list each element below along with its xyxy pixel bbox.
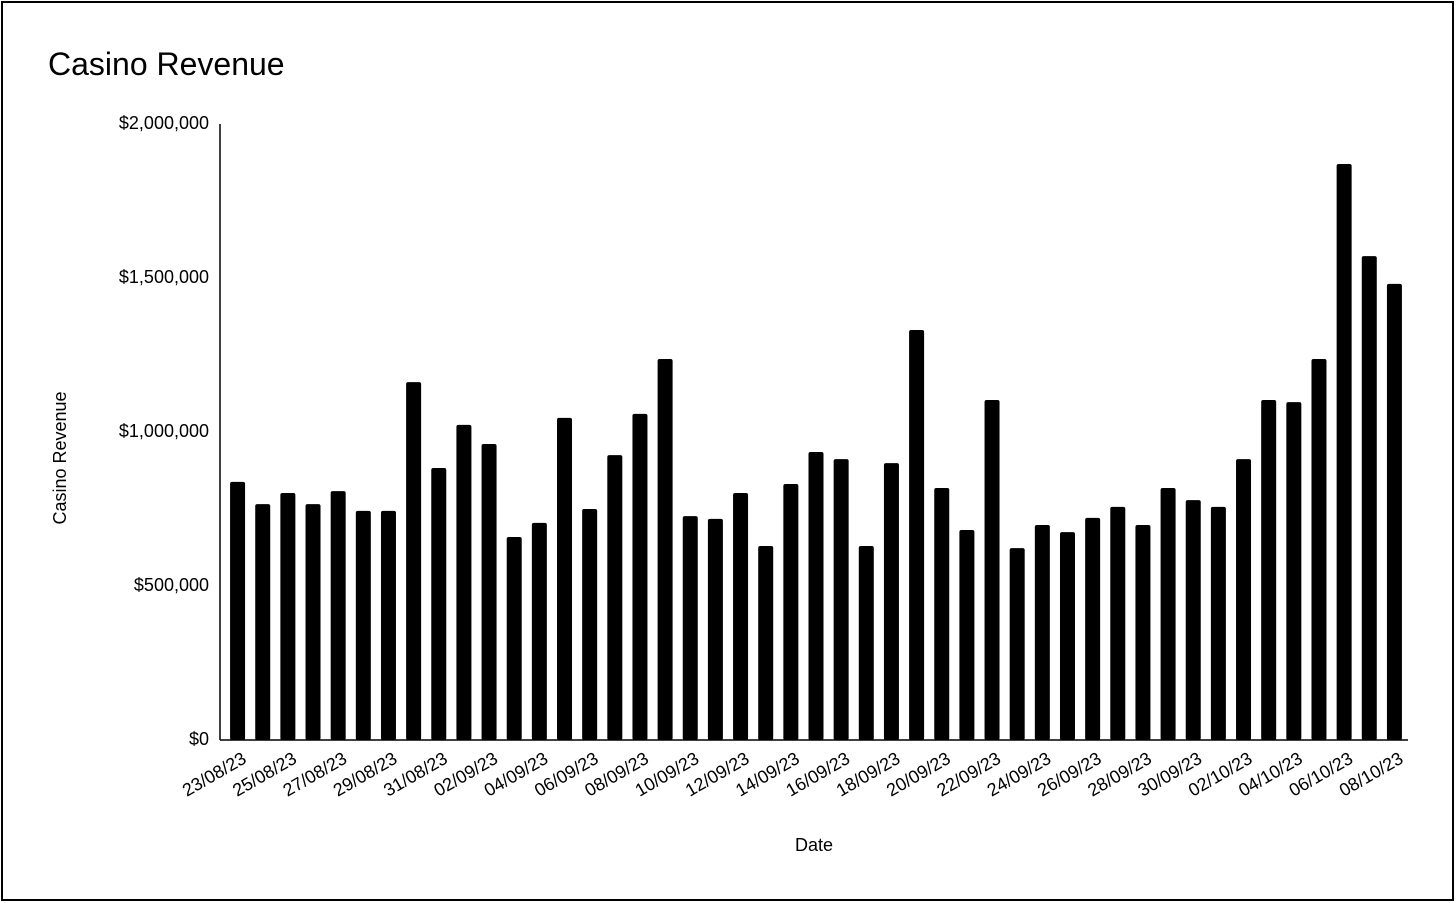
bar <box>1311 359 1327 740</box>
bar <box>1085 517 1101 740</box>
x-axis-label: Date <box>795 835 833 855</box>
y-tick-label: $1,000,000 <box>119 421 209 441</box>
bar <box>1034 525 1050 740</box>
bar <box>783 484 799 740</box>
bar <box>255 504 271 740</box>
bar <box>330 491 346 740</box>
bar <box>984 399 1000 740</box>
y-axis-label: Casino Revenue <box>50 391 70 524</box>
bar <box>733 492 749 740</box>
bar <box>582 509 598 740</box>
bar <box>1261 399 1277 740</box>
bar <box>1009 548 1025 740</box>
bar <box>934 488 950 740</box>
chart-title: Casino Revenue <box>48 46 285 82</box>
bar <box>707 518 723 740</box>
bar <box>380 510 396 740</box>
bar <box>1386 283 1402 740</box>
bar <box>481 444 497 740</box>
bar <box>305 504 321 740</box>
bar <box>557 417 573 740</box>
bar <box>1361 256 1377 740</box>
bar <box>1110 506 1126 740</box>
bar <box>607 455 623 740</box>
bar <box>456 424 472 740</box>
bar <box>355 510 371 740</box>
bar <box>1160 488 1176 740</box>
bar <box>506 537 522 740</box>
bar <box>1236 459 1252 740</box>
y-tick-label: $500,000 <box>134 575 209 595</box>
bar <box>833 459 849 740</box>
bar <box>1286 402 1302 740</box>
bar <box>858 545 874 740</box>
bar <box>1059 532 1075 740</box>
bar <box>1210 506 1226 740</box>
y-tick-label: $2,000,000 <box>119 113 209 133</box>
bar <box>1336 164 1352 741</box>
bar <box>632 413 648 740</box>
bar <box>758 545 774 740</box>
bar <box>909 330 925 740</box>
bar <box>959 529 975 740</box>
bar <box>230 481 246 740</box>
y-tick-label: $1,500,000 <box>119 267 209 287</box>
y-tick-label: $0 <box>189 729 209 749</box>
bar <box>531 522 547 740</box>
bar <box>808 452 824 740</box>
bar <box>406 382 422 740</box>
bar <box>682 516 698 740</box>
bar <box>431 468 447 740</box>
bar <box>280 492 296 740</box>
bar <box>1135 525 1151 740</box>
bar <box>1185 500 1201 740</box>
bar <box>883 463 899 740</box>
bar <box>657 359 673 740</box>
